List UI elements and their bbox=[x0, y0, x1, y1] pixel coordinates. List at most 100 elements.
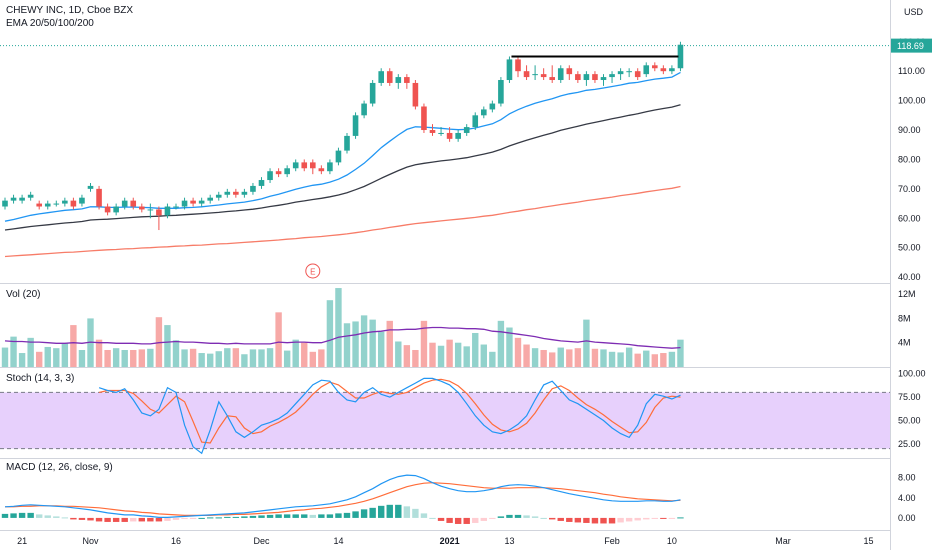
volume-bar[interactable] bbox=[566, 349, 573, 367]
macd-histogram-bar[interactable] bbox=[643, 517, 650, 520]
candle-body[interactable] bbox=[660, 68, 667, 72]
macd-histogram-bar[interactable] bbox=[463, 517, 470, 524]
macd-histogram-bar[interactable] bbox=[514, 514, 522, 518]
candle-body[interactable] bbox=[267, 171, 273, 181]
macd-histogram-bar[interactable] bbox=[489, 517, 496, 519]
candle-body[interactable] bbox=[455, 132, 461, 139]
volume-bar[interactable] bbox=[557, 347, 564, 367]
macd-histogram-bar[interactable] bbox=[335, 513, 342, 518]
volume-bar[interactable] bbox=[18, 353, 26, 367]
volume-bar[interactable] bbox=[386, 320, 393, 367]
macd-histogram-bar[interactable] bbox=[232, 516, 240, 518]
volume-bar[interactable] bbox=[463, 346, 470, 367]
volume-bar[interactable] bbox=[53, 348, 60, 367]
volume-bar[interactable] bbox=[660, 353, 667, 367]
macd-histogram-bar[interactable] bbox=[266, 514, 274, 518]
volume-bar[interactable] bbox=[232, 348, 240, 367]
volume-bar[interactable] bbox=[643, 350, 650, 367]
candle-body[interactable] bbox=[412, 82, 419, 107]
macd-histogram-bar[interactable] bbox=[540, 517, 547, 519]
macd-histogram-bar[interactable] bbox=[112, 517, 120, 522]
candle-body[interactable] bbox=[250, 185, 256, 192]
candle-body[interactable] bbox=[463, 127, 470, 133]
macd-histogram-bar[interactable] bbox=[446, 517, 453, 523]
volume-bar[interactable] bbox=[78, 349, 86, 367]
candle-body[interactable] bbox=[121, 200, 128, 207]
volume-bar[interactable] bbox=[651, 354, 658, 367]
candle-body[interactable] bbox=[515, 59, 521, 72]
candle-body[interactable] bbox=[438, 132, 444, 134]
candle-body[interactable] bbox=[643, 65, 650, 75]
candle-body[interactable] bbox=[566, 68, 573, 75]
candle-body[interactable] bbox=[609, 74, 615, 78]
macd-histogram-bar[interactable] bbox=[207, 517, 214, 519]
volume-bar[interactable] bbox=[292, 339, 299, 367]
candle-body[interactable] bbox=[404, 77, 410, 83]
volume-bar[interactable] bbox=[360, 315, 368, 367]
time-axis[interactable]: 21 Nov 16 Dec 14 2021 13 Feb 10 Mar 15 bbox=[17, 536, 873, 546]
macd-histogram-bar[interactable] bbox=[318, 514, 325, 518]
volume-bar[interactable] bbox=[540, 349, 547, 367]
volume-bar[interactable] bbox=[600, 349, 607, 367]
volume-bar[interactable] bbox=[301, 342, 308, 367]
volume-bar[interactable] bbox=[215, 351, 222, 367]
candle-body[interactable] bbox=[489, 103, 496, 110]
macd-histogram-bar[interactable] bbox=[531, 516, 539, 518]
macd-histogram-bar[interactable] bbox=[412, 508, 419, 518]
macd-histogram-bar[interactable] bbox=[429, 517, 436, 519]
macd-histogram-bar[interactable] bbox=[241, 516, 248, 518]
macd-histogram-bar[interactable] bbox=[44, 515, 51, 518]
candle-body[interactable] bbox=[87, 185, 94, 189]
volume-bar[interactable] bbox=[61, 343, 69, 367]
macd-histogram-bar[interactable] bbox=[566, 517, 573, 522]
macd-histogram-bar[interactable] bbox=[224, 516, 231, 518]
candle-body[interactable] bbox=[626, 71, 632, 73]
volume-bar[interactable] bbox=[343, 323, 351, 367]
macd-histogram-bar[interactable] bbox=[1, 513, 9, 518]
candle-body[interactable] bbox=[104, 206, 111, 213]
macd-histogram-bar[interactable] bbox=[549, 517, 556, 520]
volume-bar[interactable] bbox=[523, 344, 530, 367]
macd-histogram-bar[interactable] bbox=[172, 517, 180, 520]
candle-body[interactable] bbox=[532, 74, 538, 76]
candle-body[interactable] bbox=[506, 59, 513, 81]
candle-body[interactable] bbox=[275, 171, 282, 175]
candle-body[interactable] bbox=[592, 74, 598, 81]
volume-bar[interactable] bbox=[181, 349, 188, 367]
candle-body[interactable] bbox=[540, 74, 547, 78]
volume-bar[interactable] bbox=[403, 345, 411, 367]
volume-bar[interactable] bbox=[198, 353, 205, 367]
macd-histogram-bar[interactable] bbox=[104, 517, 111, 522]
macd-histogram-bar[interactable] bbox=[677, 517, 684, 519]
volume-bar[interactable] bbox=[258, 349, 265, 367]
volume-bar[interactable] bbox=[309, 351, 316, 367]
candle-body[interactable] bbox=[27, 194, 34, 198]
volume-bar[interactable] bbox=[454, 342, 462, 367]
volume-bar[interactable] bbox=[112, 348, 120, 367]
candle-body[interactable] bbox=[130, 200, 137, 207]
candle-body[interactable] bbox=[147, 209, 154, 211]
candle-body[interactable] bbox=[79, 197, 85, 204]
macd-histogram-bar[interactable] bbox=[625, 517, 633, 522]
candle-body[interactable] bbox=[62, 200, 68, 204]
macd-histogram-bar[interactable] bbox=[454, 517, 462, 524]
candle-body[interactable] bbox=[190, 200, 196, 204]
volume-bar[interactable] bbox=[241, 354, 248, 367]
candle-body[interactable] bbox=[327, 162, 333, 172]
candle-body[interactable] bbox=[429, 130, 436, 133]
volume-bar[interactable] bbox=[10, 336, 17, 367]
price-axis[interactable]: 40.00 50.00 60.00 70.00 80.00 90.00 100.00 110.… bbox=[891, 37, 932, 523]
candle-body[interactable] bbox=[344, 135, 350, 151]
volume-bar[interactable] bbox=[549, 352, 556, 367]
candle-body[interactable] bbox=[19, 197, 25, 201]
volume-bar[interactable] bbox=[70, 325, 77, 367]
candle-body[interactable] bbox=[395, 77, 402, 83]
macd-histogram-bar[interactable] bbox=[198, 517, 205, 519]
macd-histogram-bar[interactable] bbox=[138, 517, 145, 522]
macd-histogram-bar[interactable] bbox=[352, 511, 359, 518]
candle-body[interactable] bbox=[156, 209, 162, 216]
macd-histogram-bar[interactable] bbox=[215, 517, 222, 519]
macd-histogram-bar[interactable] bbox=[343, 512, 351, 518]
candle-body[interactable] bbox=[10, 197, 17, 201]
candle-body[interactable] bbox=[634, 71, 641, 78]
